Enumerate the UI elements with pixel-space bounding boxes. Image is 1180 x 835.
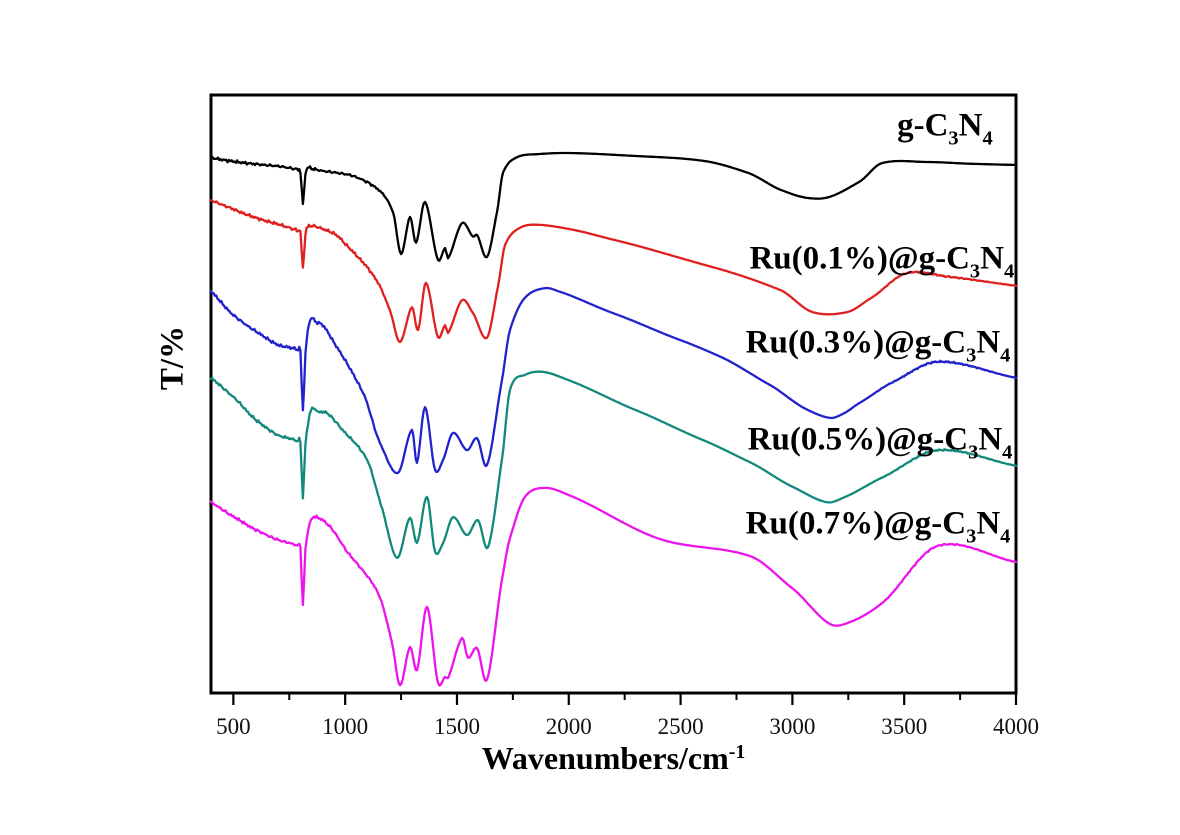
x-tick-label: 2000: [546, 714, 592, 739]
spectrum-ru07: [209, 486, 1018, 687]
curve-label-ru07: Ru(0.7%)@g-C3N4: [745, 505, 1011, 548]
x-tick-label: 500: [216, 714, 251, 739]
plot-frame: [209, 93, 1018, 695]
curve-label-ru01: Ru(0.1%)@g-C3N4: [749, 240, 1015, 283]
spectra-curves: [209, 151, 1018, 687]
x-tick-label: 3000: [769, 714, 815, 739]
curve-label-ru03: Ru(0.3%)@g-C3N4: [745, 324, 1011, 367]
x-tick-label: 1000: [322, 714, 368, 739]
x-tick-label: 1500: [434, 714, 480, 739]
spectrum-ru03: [209, 286, 1018, 475]
curve-label-g-c3n4: g-C3N4: [897, 107, 993, 150]
curve-label-ru05: Ru(0.5%)@g-C3N4: [747, 421, 1013, 464]
spectrum-g-c3n4: [209, 151, 1018, 262]
x-tick-label: 3500: [881, 714, 927, 739]
x-tick-label: 4000: [993, 714, 1039, 739]
y-axis-title: T/%: [154, 326, 191, 391]
x-axis-title: Wavenumbers/cm-1: [481, 740, 746, 776]
spectrum-ru05: [209, 370, 1018, 559]
x-axis-ticks: 500 1000 1500 2000 2500 3000 3500 4000: [216, 693, 1039, 739]
x-tick-label: 2500: [658, 714, 704, 739]
spectrum-ru01: [209, 199, 1018, 344]
